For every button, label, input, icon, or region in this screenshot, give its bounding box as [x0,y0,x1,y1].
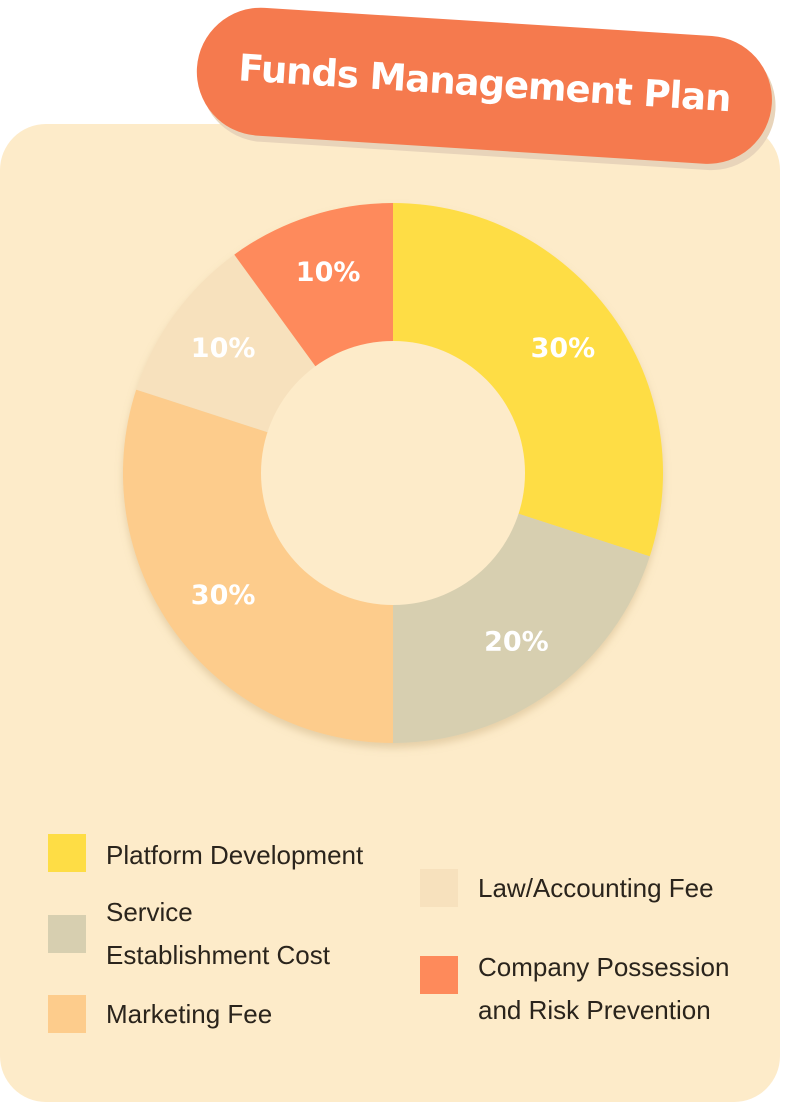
legend-item-marketing-fee: Marketing Fee [48,993,272,1036]
legend-item-company-possession: Company Possession and Risk Prevention [420,946,729,1032]
legend-item-service-establishment-cost: Service Establishment Cost [48,891,330,977]
legend-swatch [48,915,86,953]
donut-hole [261,341,525,605]
legend-swatch [420,956,458,994]
slice-value-label: 10% [191,333,256,364]
legend-label: Platform Development [106,840,364,870]
legend-swatch [420,869,458,907]
legend-swatch [48,995,86,1033]
legend-label: Marketing Fee [106,999,273,1029]
legend-label: Law/Accounting Fee [478,873,714,903]
slice-value-label: 30% [191,580,256,611]
legend-swatch [48,834,86,872]
slice-value-label: 20% [484,626,549,657]
slice-value-label: 10% [296,257,361,288]
slice-value-label: 30% [531,333,596,364]
slice-labels: 30% 20% 30% 10% 10% [191,257,595,658]
legend-item-platform-development: Platform Development [48,834,363,877]
legend-label: Company Possession and Risk Prevention [478,952,730,1025]
legend-label: Service Establishment Cost [106,897,330,970]
legend-item-law-accounting-fee: Law/Accounting Fee [420,867,714,910]
